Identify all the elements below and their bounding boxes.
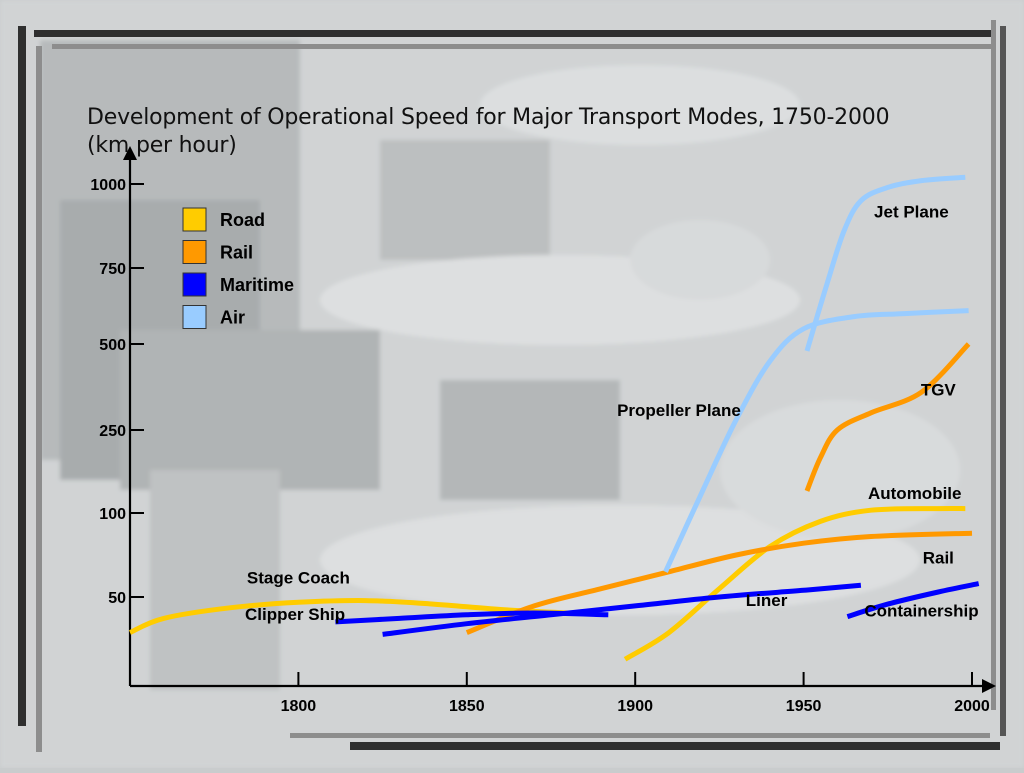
annotation-propeller-plane-5: Propeller Plane: [617, 401, 741, 420]
annotation-stage-coach-0: Stage Coach: [247, 569, 350, 588]
y-tick-label-100: 100: [99, 506, 126, 523]
legend-label-road: Road: [220, 210, 265, 230]
series-line-liner-5: [382, 582, 862, 637]
y-tick-label-50: 50: [108, 590, 126, 607]
series-line-stage-coach-0: [128, 598, 568, 635]
x-tick-label-1800: 1800: [281, 698, 317, 715]
series-line-jet-plane-8: [804, 174, 966, 352]
y-axis-arrowhead: [123, 146, 137, 160]
x-tick-label-2000: 2000: [954, 698, 990, 715]
series-line-containership-6: [846, 581, 980, 619]
legend-swatch-road: [182, 207, 207, 232]
title-line-1: Development of Operational Speed for Maj…: [87, 105, 890, 130]
y-tick-label-250: 250: [99, 423, 126, 440]
series-line-automobile-1: [623, 505, 966, 662]
annotation-tgv-4: TGV: [921, 381, 957, 400]
annotation-jet-plane-6: Jet Plane: [874, 203, 949, 222]
series-line-rail-2: [465, 530, 973, 635]
legend-label-rail: Rail: [220, 243, 253, 263]
series-lines: [128, 174, 980, 662]
slide-frame: [18, 20, 1006, 752]
legend-swatch-air: [182, 305, 207, 329]
series-line-tgv-3: [804, 342, 971, 492]
legend-swatch-maritime: [182, 272, 207, 297]
legend-label-maritime: Maritime: [220, 275, 294, 295]
x-axis-arrowhead: [982, 679, 996, 693]
x-tick-label-1850: 1850: [449, 698, 485, 715]
y-tick-label-750: 750: [99, 261, 126, 278]
annotation-containership-8: Containership: [864, 602, 978, 621]
x-tick-label-1900: 1900: [617, 698, 653, 715]
y-tick-label-500: 500: [99, 337, 126, 354]
annotations: Stage Coach Clipper Ship Rail Automobile TGV…: [245, 203, 979, 625]
chart-title: Development of Operational Speed for Maj…: [87, 104, 890, 160]
legend: Road Rail Maritime Air: [182, 207, 294, 329]
annotation-liner-7: Liner: [746, 591, 788, 610]
axis-ticks: 50 100 250 500 750 1000 1800 1850 1900 1950 2000: [90, 177, 989, 715]
series-line-propeller-plane-7: [663, 308, 969, 573]
legend-label-air: Air: [220, 308, 245, 328]
y-tick-label-1000: 1000: [90, 177, 126, 194]
x-tick-label-1950: 1950: [786, 698, 822, 715]
legend-swatch-rail: [182, 240, 207, 264]
title-line-2: (km per hour): [87, 133, 237, 158]
annotation-automobile-3: Automobile: [868, 484, 962, 503]
annotation-clipper-ship-1: Clipper Ship: [245, 605, 345, 624]
annotation-rail-2: Rail: [923, 548, 954, 567]
